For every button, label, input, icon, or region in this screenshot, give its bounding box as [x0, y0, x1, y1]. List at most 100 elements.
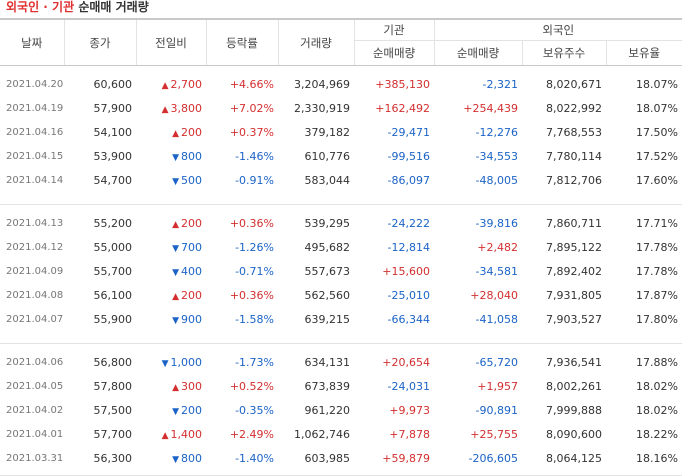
header-rate: 등락률	[205, 18, 278, 66]
close-cell: 57,700	[93, 427, 133, 441]
table-body: 2021.04.20 60,600 ▲ 2,700 +4.66% 3,204,969 +38…	[0, 66, 682, 476]
section-title: 외국인 · 기관 순매매 거래량	[0, 0, 690, 18]
triangle-down-icon: ▼	[172, 406, 179, 417]
close-cell: 55,200	[93, 216, 133, 230]
foreign-net-cell: +2,482	[477, 240, 518, 254]
triangle-down-icon: ▼	[172, 243, 179, 254]
table-row: 2021.04.14 54,700 ▼ 500 -0.91% 583,044 -86,097…	[0, 168, 682, 192]
date-cell: 2021.04.02	[6, 404, 64, 416]
date-cell: 2021.04.08	[6, 289, 64, 301]
header-foreign-ratio: 보유율	[605, 40, 682, 66]
inst-net-cell: -25,010	[387, 288, 430, 302]
rate-cell: +7.02%	[229, 101, 274, 115]
change-value: 800	[181, 451, 202, 465]
foreign-net-cell: -34,581	[475, 264, 518, 278]
foreign-net-cell: +1,957	[477, 379, 518, 393]
inst-net-cell: +7,878	[389, 427, 430, 441]
change-value: 200	[181, 216, 202, 230]
inst-net-cell: +15,600	[382, 264, 430, 278]
rate-cell: -1.58%	[235, 312, 274, 326]
foreign-holdings-cell: 7,860,711	[546, 216, 602, 230]
foreign-net-cell: +25,755	[470, 427, 518, 441]
foreign-ratio-cell: 17.52%	[636, 149, 678, 163]
rate-cell: +4.66%	[229, 77, 274, 91]
date-cell: 2021.04.12	[6, 241, 64, 253]
change-cell: ▼ 800	[136, 446, 206, 470]
change-cell: ▼ 1,000	[136, 350, 206, 374]
inst-net-cell: +9,973	[389, 403, 430, 417]
header-inst-net: 순매매량	[353, 40, 434, 66]
triangle-down-icon: ▼	[172, 152, 179, 163]
change-cell: ▲ 2,700	[136, 72, 206, 96]
close-cell: 54,700	[93, 173, 133, 187]
change-value: 200	[181, 125, 202, 139]
change-cell: ▲ 200	[136, 211, 206, 235]
inst-net-cell: -12,814	[387, 240, 430, 254]
change-cell: ▼ 700	[136, 235, 206, 259]
table-row: 2021.04.02 57,500 ▼ 200 -0.35% 961,220 +9,973-…	[0, 398, 682, 422]
inst-net-cell: -24,222	[387, 216, 430, 230]
date-cell: 2021.04.16	[6, 126, 64, 138]
foreign-holdings-cell: 8,020,671	[546, 77, 602, 91]
header-foreign: 외국인	[433, 18, 682, 41]
foreign-holdings-cell: 7,812,706	[546, 173, 602, 187]
date-cell: 2021.04.06	[6, 356, 64, 368]
change-value: 500	[181, 173, 202, 187]
rate-cell: +0.37%	[229, 125, 274, 139]
triangle-down-icon: ▼	[172, 454, 179, 465]
header-close: 종가	[63, 18, 136, 66]
volume-cell: 610,776	[304, 149, 351, 163]
rate-cell: +2.49%	[229, 427, 274, 441]
title-investor: 외국인 · 기관	[6, 0, 75, 14]
divider-cell	[0, 192, 682, 205]
inst-net-cell: +385,130	[375, 77, 430, 91]
change-cell: ▼ 200	[136, 398, 206, 422]
volume-cell: 639,215	[304, 312, 351, 326]
change-cell: ▼ 500	[136, 168, 206, 192]
foreign-net-cell: -90,891	[475, 403, 518, 417]
foreign-holdings-cell: 7,931,805	[546, 288, 602, 302]
change-value: 900	[181, 312, 202, 326]
volume-cell: 557,673	[304, 264, 351, 278]
table-row: 2021.04.20 60,600 ▲ 2,700 +4.66% 3,204,969 +38…	[0, 72, 682, 96]
close-cell: 57,800	[93, 379, 133, 393]
date-cell: 2021.04.01	[6, 428, 64, 440]
group-divider	[0, 192, 682, 205]
triangle-up-icon: ▲	[172, 128, 179, 139]
table-row: 2021.04.16 54,100 ▲ 200 +0.37% 379,182 -29,471…	[0, 120, 682, 144]
foreign-holdings-cell: 7,892,402	[546, 264, 602, 278]
volume-cell: 2,330,919	[294, 101, 350, 115]
foreign-holdings-cell: 8,022,992	[546, 101, 602, 115]
triangle-up-icon: ▲	[172, 291, 179, 302]
rate-cell: -1.26%	[235, 240, 274, 254]
volume-cell: 539,295	[304, 216, 351, 230]
change-cell: ▲ 3,800	[136, 96, 206, 120]
change-value: 800	[181, 149, 202, 163]
rate-cell: -0.35%	[235, 403, 274, 417]
change-value: 1,400	[170, 427, 203, 441]
foreign-net-cell: -41,058	[475, 312, 518, 326]
inst-net-cell: +59,879	[382, 451, 430, 465]
close-cell: 54,100	[93, 125, 133, 139]
close-cell: 56,800	[93, 355, 133, 369]
triangle-down-icon: ▼	[172, 176, 179, 187]
close-cell: 56,300	[93, 451, 133, 465]
header-foreign-net: 순매매량	[433, 40, 522, 66]
close-cell: 60,600	[93, 77, 133, 91]
foreign-net-cell: +254,439	[463, 101, 518, 115]
change-value: 400	[181, 264, 202, 278]
rate-cell: -1.46%	[235, 149, 274, 163]
table-row: 2021.04.01 57,700 ▲ 1,400 +2.49% 1,062,746 +7,…	[0, 422, 682, 446]
foreign-holdings-cell: 7,936,541	[546, 355, 602, 369]
foreign-ratio-cell: 18.22%	[636, 427, 678, 441]
triangle-down-icon: ▼	[161, 358, 169, 369]
volume-cell: 495,682	[304, 240, 351, 254]
foreign-net-cell: -34,553	[475, 149, 518, 163]
foreign-net-cell: -12,276	[475, 125, 518, 139]
close-cell: 55,700	[93, 264, 133, 278]
volume-cell: 603,985	[304, 451, 351, 465]
foreign-ratio-cell: 17.87%	[636, 288, 678, 302]
inst-net-cell: -86,097	[387, 173, 430, 187]
group-divider	[0, 331, 682, 344]
divider-cell	[0, 470, 682, 476]
